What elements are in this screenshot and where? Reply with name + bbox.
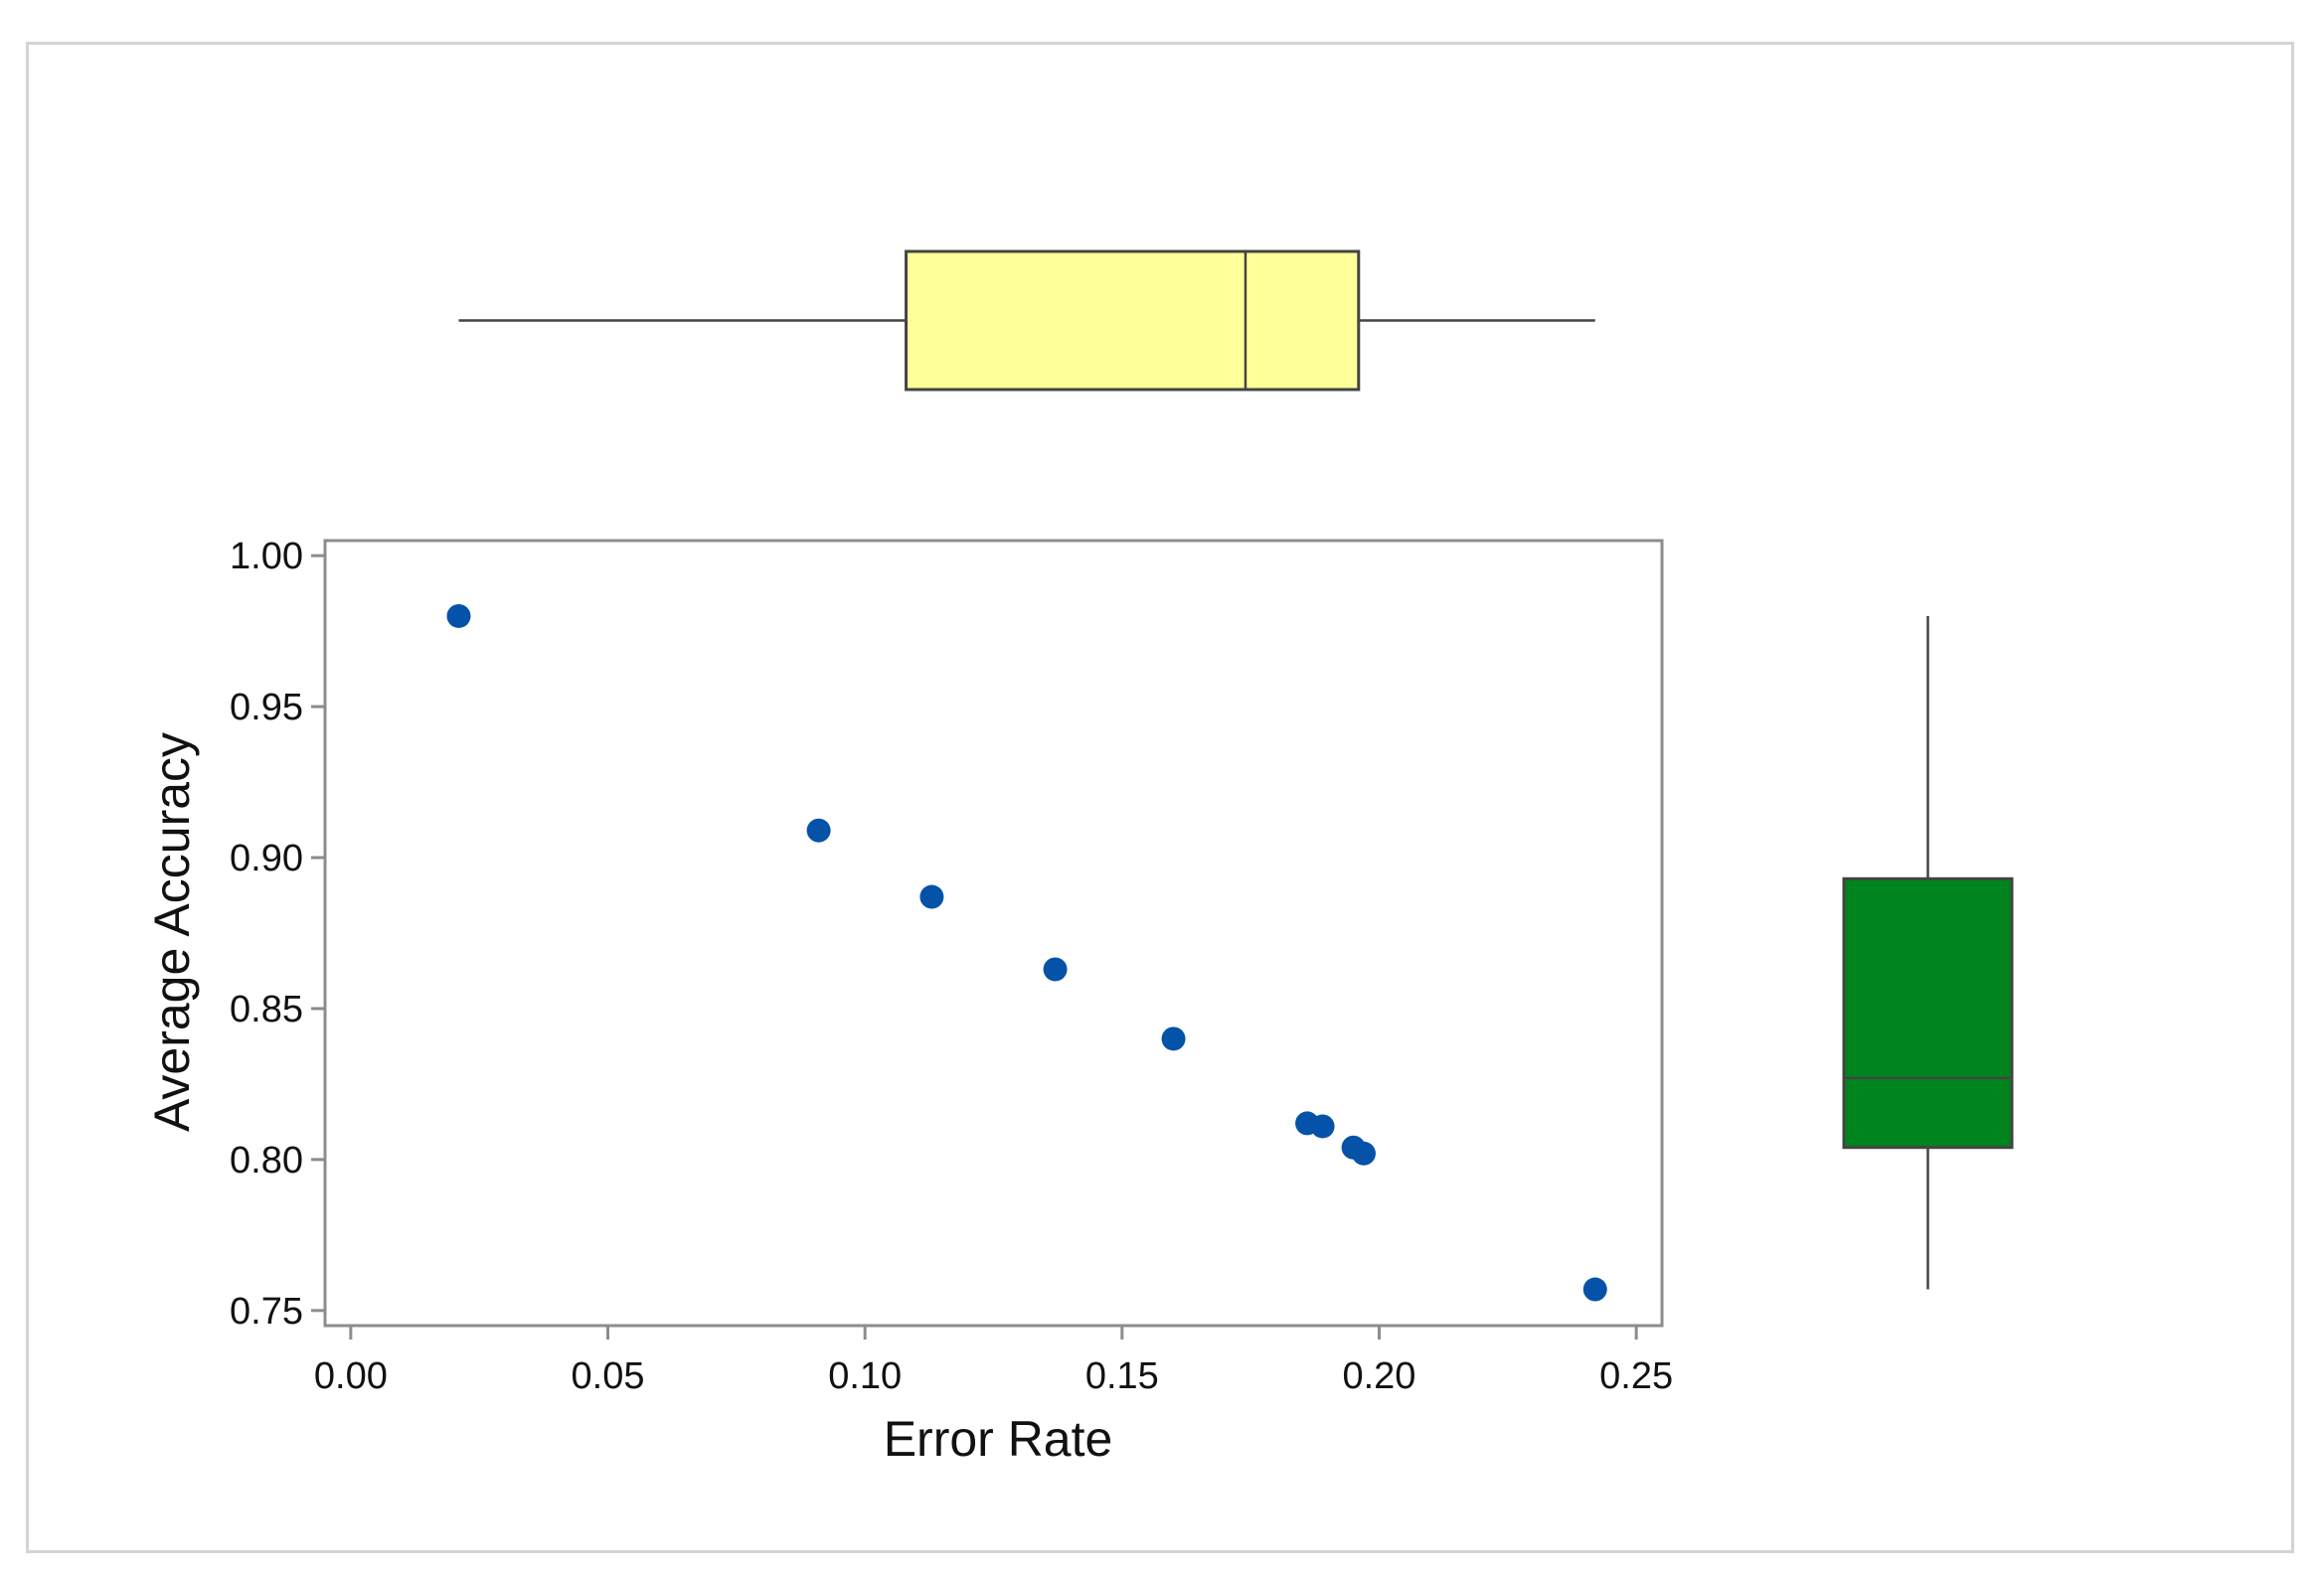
y-axis-ticks: 0.75 0.80 0.85 0.90 0.95 1.00	[230, 536, 325, 1333]
y-tick-label: 1.00	[230, 536, 303, 577]
y-tick-label: 0.75	[230, 1291, 303, 1333]
data-point	[446, 603, 471, 628]
x-axis-ticks: 0.00 0.05 0.10 0.15 0.20 0.25	[314, 1326, 1673, 1397]
y-axis-title: Average Accuracy	[144, 732, 200, 1132]
x-tick-label: 0.00	[314, 1355, 388, 1397]
y-marginal-boxplot	[1842, 615, 2014, 1290]
x-box-iqr	[905, 249, 1361, 392]
scatter-points	[446, 603, 1607, 1302]
data-point	[806, 818, 831, 843]
x-marginal-boxplot	[458, 249, 1595, 392]
data-point	[1043, 957, 1068, 982]
data-point	[1161, 1026, 1186, 1051]
y-tick-label: 0.85	[230, 989, 303, 1030]
y-box-iqr	[1842, 876, 2014, 1150]
data-point	[919, 884, 944, 909]
x-tick-label: 0.05	[572, 1355, 645, 1397]
data-point	[1351, 1141, 1376, 1166]
x-tick-label: 0.20	[1342, 1355, 1415, 1397]
x-tick-label: 0.10	[828, 1355, 902, 1397]
data-point	[1310, 1114, 1335, 1139]
x-tick-label: 0.15	[1085, 1355, 1159, 1397]
data-point	[1582, 1277, 1607, 1302]
x-tick-label: 0.25	[1599, 1355, 1673, 1397]
y-tick-label: 0.90	[230, 838, 303, 879]
y-tick-label: 0.80	[230, 1140, 303, 1182]
y-tick-label: 0.95	[230, 687, 303, 728]
plot-area	[323, 539, 1664, 1328]
x-axis-title: Error Rate	[884, 1411, 1113, 1467]
